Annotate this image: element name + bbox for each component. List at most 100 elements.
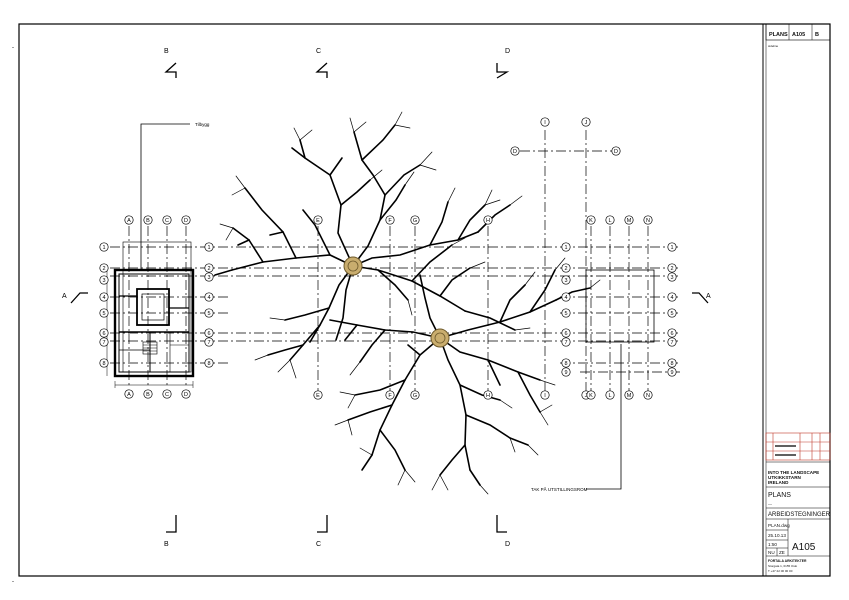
svg-text:D: D: [614, 149, 618, 155]
bubble-col-k-bottom: K: [586, 390, 596, 400]
revision-table: [765, 432, 831, 461]
bubble-col-m-bottom: M: [624, 390, 634, 400]
svg-text:3: 3: [207, 275, 210, 281]
bubble-row-1-right-2: 1: [667, 242, 677, 252]
svg-text:7: 7: [207, 340, 210, 346]
bubble-row-4-left-2: 4: [561, 292, 571, 302]
section-label-right-a: A: [706, 293, 711, 300]
svg-text:K: K: [589, 218, 593, 224]
bubble-row-8-left-2: 8: [561, 358, 571, 368]
svg-text:3: 3: [564, 278, 567, 284]
grid-bubbles-plan2: E F G H K L M N E F G H I J K L M N 1 2 …: [313, 215, 677, 400]
svg-text:8: 8: [207, 361, 210, 367]
svg-text:I: I: [544, 393, 546, 399]
section-marker-bottom-d: D: [496, 515, 510, 548]
svg-text:5: 5: [670, 311, 673, 317]
bubble-row-2-left: 2: [99, 263, 109, 273]
svg-text:2: 2: [102, 266, 105, 272]
svg-text:8: 8: [564, 361, 567, 367]
svg-text:N: N: [646, 218, 650, 224]
svg-text:4: 4: [207, 295, 210, 301]
bubble-row-2-left-2: 2: [561, 263, 571, 273]
plan-outline-right: [585, 269, 655, 343]
bubble-col-e-bottom: E: [313, 390, 323, 400]
bubble-row-2-right-2: 2: [667, 263, 677, 273]
svg-text:-: -: [12, 45, 14, 51]
bubble-detail-col-i: I: [540, 117, 550, 127]
svg-text:J: J: [585, 120, 588, 126]
svg-text:6: 6: [207, 331, 210, 337]
svg-text:8: 8: [670, 361, 673, 367]
svg-text:2: 2: [670, 266, 673, 272]
tree-roof-structure: [214, 124, 591, 486]
section-label-bottom-b: B: [164, 541, 169, 548]
bubble-row-3-left-2: 3: [561, 275, 571, 285]
tree-trunk-1: [343, 256, 363, 276]
svg-text:5: 5: [564, 311, 567, 317]
bubble-row-3-right-2: 3: [667, 272, 677, 282]
svg-text:C: C: [165, 218, 169, 224]
bubble-col-f-top: F: [385, 215, 395, 225]
svg-text:A: A: [127, 392, 131, 398]
bubble-col-i-bottom: I: [540, 390, 550, 400]
bubble-row-2-right: 2: [204, 263, 214, 273]
bubble-row-1-left: 1: [99, 242, 109, 252]
svg-text:D: D: [513, 149, 517, 155]
bubble-row-7-left: 7: [99, 337, 109, 347]
title-block-sheet-no: A105: [792, 32, 805, 38]
title-block: PLANS A105 B sideline INTO THE LANDSCAPE…: [765, 23, 831, 573]
bubble-row-1-right: 1: [204, 242, 214, 252]
bubble-row-7-right: 7: [204, 337, 214, 347]
drawing-nr: NU: [768, 550, 775, 555]
bubble-col-e-top: E: [313, 215, 323, 225]
bubble-col-c-bottom: C: [162, 389, 172, 399]
bubble-detail-col-j: J: [581, 117, 591, 127]
title-block-sheet-label: PLANS: [769, 32, 788, 38]
svg-text:4: 4: [670, 295, 673, 301]
bubble-col-b-bottom: B: [143, 389, 153, 399]
bubble-col-n-top: N: [643, 215, 653, 225]
bubble-row-8-right: 8: [204, 358, 214, 368]
section-label-top-b: B: [164, 48, 169, 55]
bubble-row-6-left-2: 6: [561, 328, 571, 338]
svg-text:9: 9: [670, 370, 673, 376]
note-tilbygg: Tilbygg: [195, 122, 210, 127]
svg-text:E: E: [316, 393, 320, 399]
section-marker-left-a: A: [62, 292, 88, 304]
bubble-col-h-bottom: H: [483, 390, 493, 400]
svg-text:H: H: [486, 393, 490, 399]
svg-text:7: 7: [670, 340, 673, 346]
bubble-row-6-right: 6: [204, 328, 214, 338]
bubble-col-f-bottom: F: [385, 390, 395, 400]
project-line-1: INTO THE LANDSCAPE: [768, 470, 819, 475]
bubble-row-5-right-2: 5: [667, 308, 677, 318]
bubble-row-4-right-2: 4: [667, 292, 677, 302]
bubble-row-5-left-2: 5: [561, 308, 571, 318]
svg-text:G: G: [413, 393, 417, 399]
title-block-header: [765, 23, 831, 41]
svg-text:I: I: [544, 120, 546, 126]
svg-text:6: 6: [670, 331, 673, 337]
bubble-col-a-bottom: A: [124, 389, 134, 399]
tree-roof-structure-fine: [205, 111, 601, 495]
svg-text:2: 2: [564, 266, 567, 272]
leader-line-tak: [586, 344, 622, 490]
bubble-col-d-top: D: [181, 215, 191, 225]
bubble-row-4-right: 4: [204, 292, 214, 302]
svg-text:G: G: [413, 218, 417, 224]
bubble-col-h-top: H: [483, 215, 493, 225]
bubble-row-5-right: 5: [204, 308, 214, 318]
section-label-top-d: D: [505, 48, 510, 55]
svg-text:D: D: [184, 218, 188, 224]
bubble-row-4-left: 4: [99, 292, 109, 302]
svg-text:E: E: [316, 218, 320, 224]
drawing-date: 25.10.13: [768, 533, 786, 538]
bubble-detail-row-right: D: [611, 146, 621, 156]
svg-text:A: A: [127, 218, 131, 224]
svg-text:9: 9: [564, 370, 567, 376]
bubble-row-6-right-2: 6: [667, 328, 677, 338]
svg-text:1: 1: [670, 245, 673, 251]
svg-text:1: 1: [564, 245, 567, 251]
grid-lines: [110, 130, 680, 393]
drawing-title: PLANS: [768, 492, 791, 499]
